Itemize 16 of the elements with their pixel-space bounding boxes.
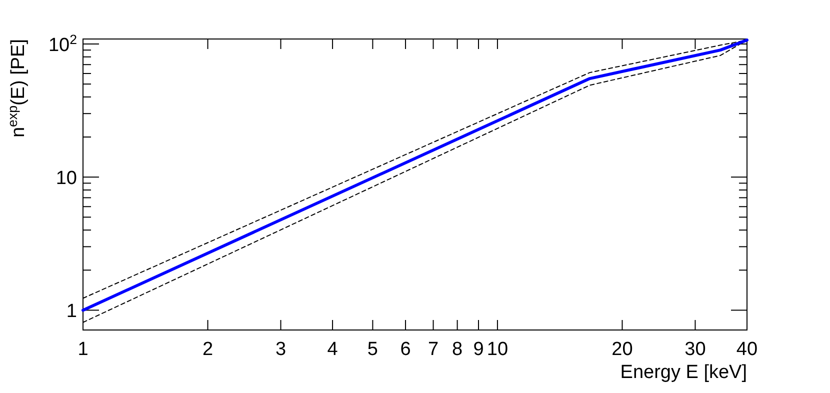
x-tick-label: 2 (202, 339, 214, 360)
x-tick-label: 30 (684, 339, 706, 360)
x-tick-label: 10 (486, 339, 508, 360)
x-tick-label: 4 (327, 339, 338, 360)
x-tick-label: 40 (736, 339, 758, 360)
x-axis-title: Energy E [keV] (620, 362, 747, 383)
x-tick-label: 5 (367, 339, 378, 360)
x-tick-label: 9 (473, 339, 484, 360)
x-tick-label: 8 (452, 339, 463, 360)
x-tick-label: 7 (428, 339, 439, 360)
x-tick-label: 3 (275, 339, 286, 360)
x-tick-label: 6 (400, 339, 411, 360)
y-tick-label: 10 (56, 168, 77, 190)
y-tick-label: 1 (66, 301, 77, 322)
y-tick-label: 10$^{2}$ (48, 31, 77, 56)
x-tick-label: 20 (612, 339, 633, 360)
